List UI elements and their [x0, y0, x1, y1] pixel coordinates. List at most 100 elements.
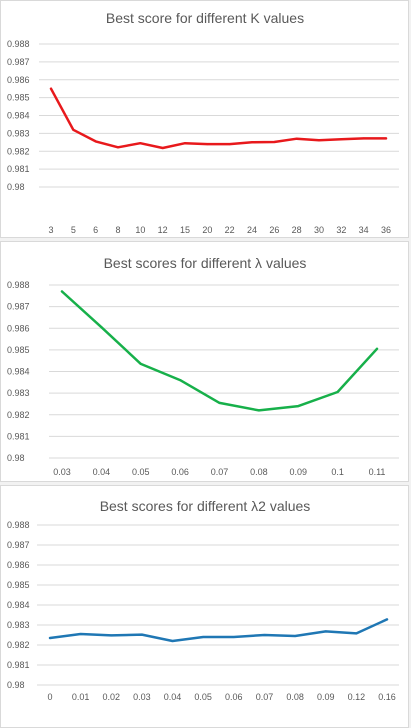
y-tick-label: 0.986	[7, 75, 30, 85]
data-point	[140, 633, 143, 636]
data-point	[386, 618, 388, 621]
x-tick-label: 0.07	[256, 692, 274, 702]
y-tick-label: 0.98	[7, 680, 25, 690]
x-tick-label: 0.06	[225, 692, 243, 702]
x-tick-label: 6	[93, 225, 98, 235]
data-point	[228, 143, 231, 146]
data-point	[297, 405, 300, 408]
y-tick-label: 0.983	[7, 388, 30, 398]
data-point	[376, 347, 378, 350]
data-point	[318, 139, 320, 142]
y-tick-label: 0.987	[7, 540, 30, 550]
data-point	[94, 140, 97, 143]
data-point	[61, 290, 63, 293]
chart-lambda-svg: Best scores for different λ values 0.98 0.…	[7, 255, 399, 477]
x-tick-label: 15	[180, 225, 190, 235]
y-tick-label: 0.985	[7, 93, 30, 103]
data-point	[324, 630, 327, 633]
chart-lambda2-values: Best scores for different λ2 values 0.98 0…	[0, 485, 409, 728]
data-point	[161, 147, 164, 150]
x-tick-label: 10	[135, 225, 145, 235]
y-tick-label: 0.982	[7, 146, 30, 156]
data-point	[202, 636, 205, 638]
x-tick-label: 0.12	[348, 692, 366, 702]
x-tick-label: 0.07	[211, 467, 229, 477]
x-tick-label: 0.09	[289, 467, 307, 477]
data-point	[171, 640, 174, 642]
data-point	[100, 326, 103, 329]
x-tick-label: 0.09	[317, 692, 335, 702]
y-tick-label: 0.983	[7, 620, 30, 630]
x-tick-label: 0.02	[103, 692, 121, 702]
data-point	[110, 634, 113, 637]
y-tick-label: 0.98	[7, 182, 25, 192]
y-tick-label: 0.986	[7, 560, 30, 570]
x-tick-label: 5	[71, 225, 76, 235]
y-tick-label: 0.982	[7, 640, 30, 650]
x-tick-label: 36	[381, 225, 391, 235]
data-point	[72, 128, 75, 131]
x-tick-label: 30	[314, 225, 324, 235]
y-tick-label: 0.984	[7, 367, 30, 377]
x-tick-label: 28	[292, 225, 302, 235]
y-tick-label: 0.985	[7, 345, 30, 355]
data-point	[294, 635, 297, 637]
x-tick-label: 0.1	[331, 467, 344, 477]
data-point	[385, 137, 387, 140]
x-tick-label: 0	[47, 692, 52, 702]
x-tick-label: 0.01	[72, 692, 90, 702]
x-tick-label: 34	[359, 225, 369, 235]
x-tick-label: 0.04	[164, 692, 182, 702]
chart-lambda-values: Best scores for different λ values 0.98 0.…	[0, 241, 409, 482]
x-tick-label: 0.11	[369, 467, 386, 477]
y-tick-label: 0.984	[7, 111, 30, 121]
x-tick-label: 0.16	[378, 692, 396, 702]
x-tick-label: 0.03	[53, 467, 71, 477]
data-point	[251, 141, 253, 144]
x-tick-label: 0.08	[250, 467, 268, 477]
x-tick-label: 0.08	[286, 692, 304, 702]
chart-title: Best scores for different λ values	[104, 255, 307, 271]
x-tick-label: 8	[115, 225, 120, 235]
data-point	[184, 142, 186, 145]
data-point	[79, 633, 82, 635]
data-point	[340, 138, 343, 141]
y-tick-label: 0.982	[7, 410, 30, 420]
y-tick-label: 0.98	[7, 453, 25, 463]
data-point	[49, 637, 51, 639]
series-line	[48, 618, 389, 643]
data-point	[232, 636, 235, 638]
data-point	[362, 137, 365, 140]
x-tick-label: 22	[225, 225, 235, 235]
chart-title: Best scores for different λ2 values	[100, 498, 311, 514]
data-point	[50, 87, 52, 90]
y-tick-label: 0.984	[7, 600, 30, 610]
chart-k-svg: Best score for different K values 0.98 0.9…	[7, 10, 399, 235]
data-point	[139, 362, 142, 365]
x-tick-label: 3	[48, 225, 53, 235]
y-tick-label: 0.981	[7, 660, 30, 670]
data-point	[218, 401, 221, 404]
data-point	[355, 632, 358, 635]
chart-k-values: Best score for different K values 0.98 0.9…	[0, 0, 409, 238]
x-tick-label: 32	[336, 225, 346, 235]
data-point	[257, 409, 260, 412]
chart-title: Best score for different K values	[106, 10, 304, 26]
data-point	[336, 391, 339, 394]
series-line	[60, 290, 379, 412]
data-point	[273, 140, 276, 143]
y-tick-label: 0.987	[7, 302, 30, 312]
x-tick-label: 26	[269, 225, 279, 235]
y-tick-label: 0.981	[7, 431, 30, 441]
x-tick-label: 0.04	[93, 467, 111, 477]
y-tick-label: 0.981	[7, 164, 30, 174]
y-tick-label: 0.986	[7, 323, 30, 333]
data-point	[263, 634, 266, 636]
y-tick-label: 0.988	[7, 520, 30, 530]
x-tick-label: 24	[247, 225, 257, 235]
x-tick-label: 20	[202, 225, 212, 235]
y-tick-label: 0.988	[7, 280, 30, 290]
y-tick-label: 0.985	[7, 580, 30, 590]
x-tick-label: 0.03	[133, 692, 151, 702]
x-tick-label: 0.05	[132, 467, 150, 477]
